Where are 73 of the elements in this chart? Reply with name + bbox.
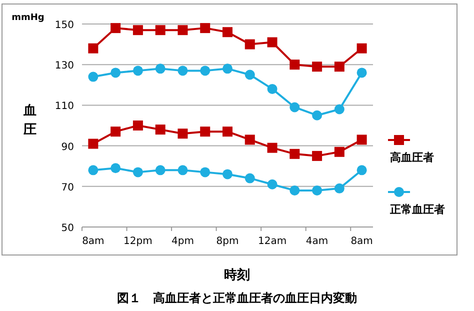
point	[155, 25, 166, 36]
point	[178, 25, 188, 36]
legend-item: 正常血圧者	[388, 187, 445, 216]
x-tick-label: 4am	[306, 236, 328, 247]
point	[290, 185, 300, 196]
point	[267, 84, 278, 94]
point	[312, 110, 322, 120]
point	[222, 27, 232, 38]
point	[110, 163, 121, 174]
point	[178, 165, 188, 176]
legend-label: 高血圧者	[390, 151, 434, 164]
point	[267, 179, 278, 190]
point	[222, 169, 232, 180]
point	[132, 120, 143, 130]
point	[244, 39, 255, 50]
point	[290, 102, 300, 112]
y-axis-title: 血圧	[22, 104, 36, 138]
point	[155, 165, 166, 176]
x-tick-label: 12am	[258, 236, 287, 247]
point	[132, 66, 143, 76]
legend-label: 正常血圧者	[389, 203, 445, 216]
point	[222, 126, 232, 137]
point	[88, 138, 98, 149]
point	[356, 134, 367, 145]
x-tick-label: 8pm	[216, 236, 239, 247]
point	[290, 148, 300, 159]
y-tick-label: 110	[54, 101, 74, 112]
x-tick-label: 4pm	[172, 236, 194, 247]
legend-item: 高血圧者	[388, 135, 434, 164]
point	[200, 23, 210, 34]
point	[88, 165, 98, 176]
point	[200, 126, 210, 137]
point	[267, 142, 278, 153]
x-tick-label: 12pm	[124, 236, 152, 247]
point	[334, 104, 344, 114]
x-tick-label: 8am	[82, 236, 104, 247]
point	[334, 62, 344, 72]
point	[110, 68, 121, 78]
point	[88, 72, 98, 82]
point	[312, 185, 322, 196]
point	[244, 134, 255, 145]
y-tick-label: 130	[54, 60, 74, 72]
x-axis-title: 時刻	[224, 267, 250, 283]
x-tick-label: 8am	[350, 236, 373, 247]
point	[200, 66, 210, 76]
point	[110, 23, 121, 34]
point	[334, 146, 344, 157]
point	[155, 64, 166, 74]
point	[110, 126, 121, 137]
point	[200, 167, 210, 178]
y-tick-label: 50	[61, 223, 74, 234]
point	[356, 165, 367, 176]
point	[356, 68, 367, 78]
point	[312, 62, 322, 72]
point	[178, 128, 188, 139]
y-tick-label: 70	[61, 182, 74, 194]
point	[244, 70, 255, 80]
point	[244, 173, 255, 184]
point	[356, 43, 367, 54]
point	[178, 66, 188, 76]
point	[132, 25, 143, 36]
point	[88, 43, 98, 54]
caption: 図１ 高血圧者と正常血圧者の血圧日内変動	[117, 291, 357, 305]
point	[312, 150, 322, 161]
y-tick-label: 150	[54, 20, 74, 31]
point	[132, 167, 143, 178]
point	[155, 124, 166, 135]
point	[334, 183, 344, 194]
point	[290, 60, 300, 70]
y-tick-label: 90	[61, 142, 74, 153]
text: mmHg	[12, 13, 44, 23]
point	[222, 64, 232, 74]
point	[267, 37, 278, 48]
